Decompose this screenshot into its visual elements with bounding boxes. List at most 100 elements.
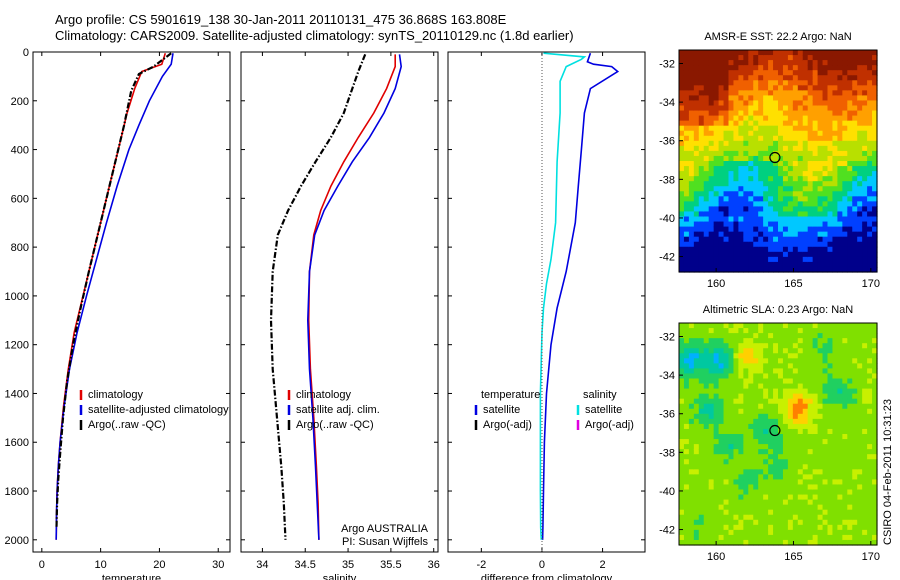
map-cell [862, 75, 868, 81]
map-cell [782, 80, 789, 86]
map-cell [817, 75, 824, 81]
map-cell [867, 323, 873, 329]
map-cell [872, 246, 878, 253]
map-cell [683, 140, 690, 147]
map-cell [872, 444, 878, 450]
map-cell [827, 95, 834, 102]
map-cell [763, 135, 769, 142]
map-cell [782, 368, 789, 375]
map-cell [708, 474, 715, 481]
map-cell [822, 181, 829, 187]
map-cell [857, 130, 863, 137]
map-cell [733, 221, 739, 228]
map-cell [753, 338, 759, 344]
map-cell [842, 474, 848, 481]
map-cell [847, 115, 853, 122]
map-cell [847, 85, 853, 91]
map-cell [713, 353, 720, 359]
map-cell [679, 211, 685, 218]
map-cell [787, 221, 794, 228]
map-cell [743, 65, 749, 71]
map-cell [867, 90, 873, 97]
y-tick-label: 1800 [5, 486, 29, 498]
map-cell [822, 403, 829, 410]
map-cell [862, 464, 868, 470]
map-cell [867, 140, 873, 147]
map-cell [698, 125, 705, 132]
map-cell [867, 65, 873, 71]
map-cell [753, 130, 759, 137]
map-cell [718, 145, 725, 152]
map-cell [832, 191, 838, 197]
map-cell [817, 323, 824, 329]
map-cell [792, 444, 799, 450]
map-cell [837, 191, 843, 197]
map-cell [837, 474, 843, 481]
map-cell [817, 145, 824, 152]
map-cell [852, 256, 858, 263]
map-cell [812, 145, 819, 152]
map-cell [718, 246, 725, 253]
map-cell [822, 80, 829, 86]
map-cell [837, 383, 843, 390]
map-cell [763, 221, 769, 228]
map-cell [807, 398, 814, 405]
map-cell [817, 524, 824, 531]
map-cell [683, 398, 690, 405]
map-cell [852, 479, 858, 486]
map-cell [753, 120, 759, 127]
map-cell [797, 65, 804, 71]
map-cell [683, 150, 690, 157]
map-cell [802, 171, 809, 177]
map-cell [698, 221, 705, 228]
map-cell [852, 454, 858, 460]
map-cell [822, 55, 829, 61]
map-cell [787, 201, 794, 208]
map-cell [713, 221, 720, 228]
map-cell [738, 383, 744, 390]
map-cell [782, 65, 789, 71]
map-cell [872, 469, 878, 475]
map-cell [802, 150, 809, 157]
map-cell [708, 353, 715, 359]
map-cell [872, 236, 878, 243]
map-cell [698, 85, 705, 91]
map-cell [713, 484, 720, 491]
map-cell [812, 444, 819, 450]
map-cell [683, 50, 690, 56]
map-cell [797, 191, 804, 197]
map-cell [743, 444, 749, 450]
map-cell [743, 353, 749, 359]
map-cell [797, 140, 804, 147]
map-cell [713, 408, 720, 415]
map-cell [782, 408, 789, 415]
map-cell [708, 454, 715, 460]
map-cell [683, 105, 690, 112]
map-cell [723, 211, 730, 218]
map-cell [847, 484, 853, 491]
map-cell [837, 479, 843, 486]
map-cell [778, 55, 784, 61]
map-cell [807, 403, 814, 410]
map-cell [857, 428, 863, 435]
map-cell [763, 363, 769, 370]
map-cell [753, 226, 759, 233]
map-cell [773, 226, 779, 233]
map-cell [817, 95, 824, 102]
map-cell [763, 383, 769, 390]
map-cell [837, 261, 843, 268]
map-cell [679, 509, 685, 516]
map-cell [713, 499, 720, 506]
map-cell [679, 201, 685, 208]
map-cell [763, 241, 769, 248]
map-cell [778, 70, 784, 76]
map-cell [787, 90, 794, 97]
map-cell [812, 171, 819, 177]
map-cell [773, 251, 779, 258]
map-cell [847, 474, 853, 481]
map-cell [718, 464, 725, 470]
map-cell [812, 373, 819, 380]
map-cell [797, 454, 804, 460]
map-cell [827, 423, 834, 430]
map-cell [723, 221, 730, 228]
